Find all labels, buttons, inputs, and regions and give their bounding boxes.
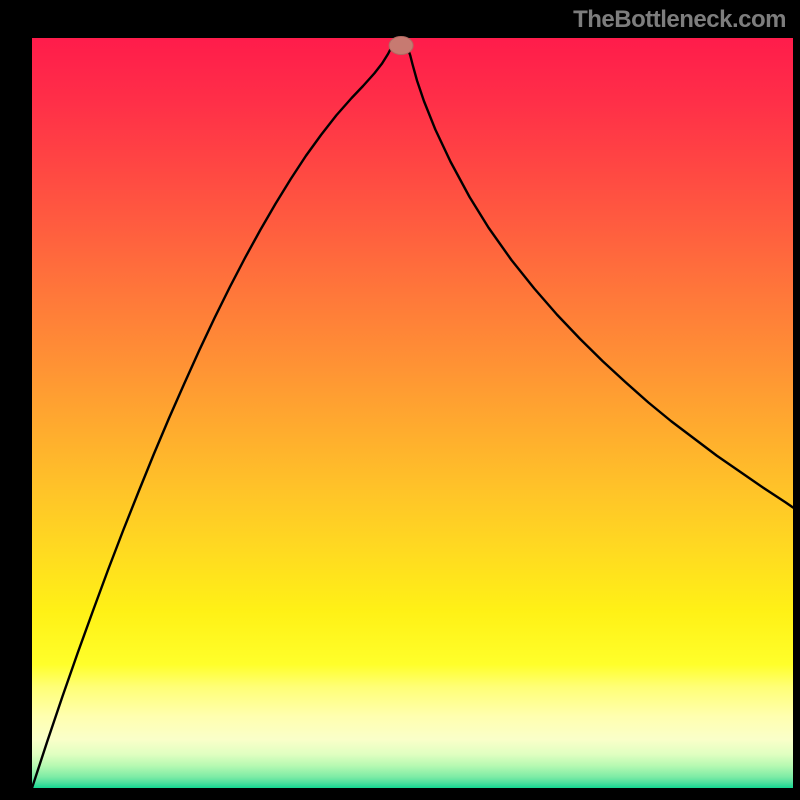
watermark-label: TheBottleneck.com xyxy=(573,6,786,34)
optimal-point-marker xyxy=(389,37,413,55)
chart-frame: TheBottleneck.com xyxy=(0,0,800,800)
bottleneck-chart xyxy=(0,0,800,800)
plot-background xyxy=(32,38,793,788)
